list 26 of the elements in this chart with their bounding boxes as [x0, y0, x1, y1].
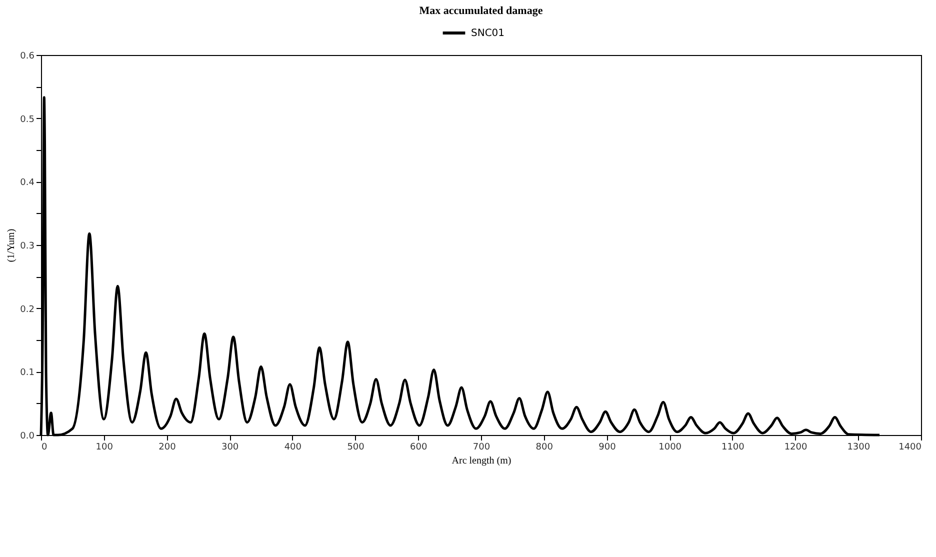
y-tick-label: 0.1: [20, 368, 34, 378]
y-tick-label: 0.2: [20, 304, 34, 315]
x-tick-label: 300: [221, 442, 239, 452]
x-tick-label: 1200: [784, 442, 808, 452]
x-tick-label: 900: [598, 442, 616, 452]
y-tick-label: 0.3: [20, 242, 34, 252]
y-axis-title: (1/Yum): [6, 228, 18, 262]
x-tick-label: 600: [410, 442, 428, 452]
x-tick-label: 0: [42, 442, 48, 452]
x-tick-label: 1100: [721, 442, 745, 452]
y-tick-label: 0.6: [20, 52, 35, 62]
x-tick-label: 1400: [898, 442, 922, 452]
x-tick-label: 800: [536, 442, 554, 452]
x-tick-label: 700: [472, 442, 490, 452]
x-axis-title: Arc length (m): [452, 456, 512, 466]
x-tick-label: 1300: [847, 442, 870, 452]
x-tick-label: 100: [96, 442, 114, 452]
y-tick-label: 0.0: [20, 432, 35, 442]
x-tick-label: 400: [284, 442, 302, 452]
x-tick-label: 200: [158, 442, 176, 452]
x-tick-label: 500: [347, 442, 365, 452]
y-tick-label: 0.4: [20, 178, 35, 188]
chart-title: Max accumulated damage: [419, 5, 543, 17]
legend-label: SNC01: [471, 28, 505, 39]
y-tick-label: 0.5: [20, 114, 34, 125]
x-tick-label: 1000: [658, 442, 682, 452]
